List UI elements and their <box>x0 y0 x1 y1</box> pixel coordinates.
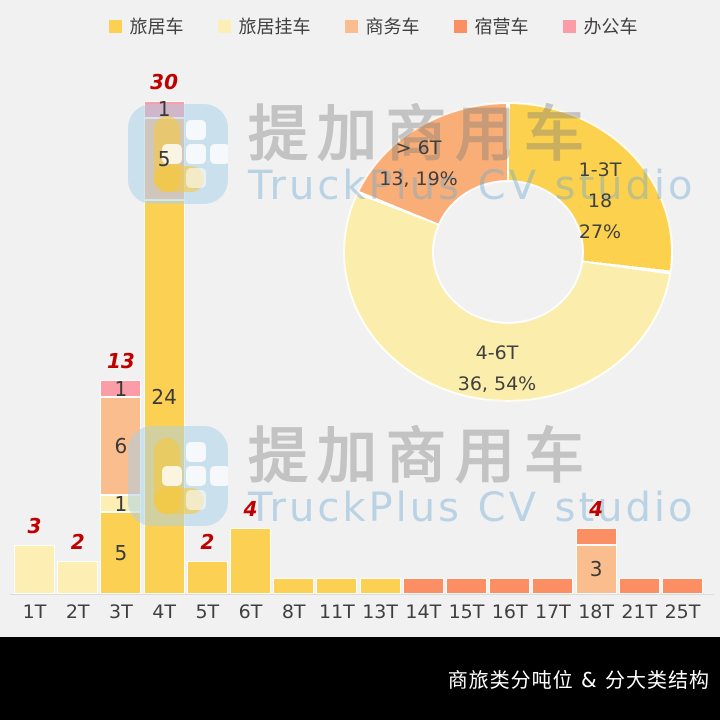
bar-segment-18T-宿营车 <box>575 528 617 545</box>
donut-hole <box>432 180 584 324</box>
x-axis-label-3T: 3T <box>109 601 133 623</box>
legend-label-business: 商务车 <box>365 17 420 38</box>
x-axis-label-21T: 21T <box>621 601 658 623</box>
bar-segment-2T-旅居挂车 <box>57 561 99 594</box>
bar-total-label-3T: 13 <box>106 349 135 374</box>
legend-label-trailer: 旅居挂车 <box>238 17 311 38</box>
x-axis-line <box>10 594 714 595</box>
segment-value-label: 3 <box>589 557 603 582</box>
bar-segment-8T-旅居车 <box>273 577 315 594</box>
x-axis-label-6T: 6T <box>238 601 263 623</box>
donut-ring <box>343 102 673 402</box>
segment-value-label: 6 <box>114 434 128 459</box>
bar-25T <box>662 577 703 594</box>
bar-segment-4T-旅居车: 24 <box>143 199 185 594</box>
bar-total-label-6T: 4 <box>243 497 258 522</box>
bar-segment-3T-办公车: 1 <box>100 376 142 401</box>
pie-label-gt6t: > 6T 13, 19% <box>346 133 491 195</box>
bar-total-label-4T: 30 <box>150 70 179 95</box>
bar-8T <box>273 577 315 594</box>
bar-segment-16T-宿营车 <box>489 577 531 594</box>
legend-swatch-rv <box>108 19 122 33</box>
bar-11T <box>316 577 358 594</box>
bar-segment-6T-旅居车 <box>230 528 271 594</box>
segment-value-label: 1 <box>114 491 128 516</box>
x-axis-label-2T: 2T <box>65 601 90 623</box>
x-axis-label-16T: 16T <box>491 601 528 623</box>
pie-label-1-3t: 1-3T 18 27% <box>545 155 655 248</box>
legend-label-camp: 宿营车 <box>474 17 529 38</box>
legend: 旅居车 旅居挂车 商务车 宿营车 办公车 <box>0 13 720 39</box>
x-axis-label-5T: 5T <box>195 601 220 623</box>
pie-label-1-3t-line3: 27% <box>578 221 622 243</box>
pie-label-gt6t-line1: > 6T <box>395 137 442 159</box>
x-axis-label-4T: 4T <box>152 601 176 623</box>
legend-swatch-trailer <box>217 19 231 33</box>
legend-item-business: 商务车 <box>344 13 420 39</box>
bar-total-label-5T: 2 <box>200 530 215 555</box>
bar-13T <box>359 577 401 594</box>
bar-1T <box>14 544 55 594</box>
pie-label-4-6t-line1: 4-6T <box>475 342 519 364</box>
legend-item-trailer: 旅居挂车 <box>217 13 311 39</box>
bar-14T <box>402 577 444 594</box>
x-axis-label-15T: 15T <box>448 601 485 623</box>
bar-total-label-18T: 4 <box>589 497 604 522</box>
pie-label-4-6t-line2: 36, 54% <box>457 373 537 395</box>
bar-segment-1T-旅居挂车 <box>14 544 55 594</box>
segment-value-label: 24 <box>151 384 177 409</box>
bar-6T <box>230 528 271 594</box>
bar-15T <box>446 577 487 594</box>
x-axis-label-17T: 17T <box>534 601 571 623</box>
bar-17T <box>532 577 574 594</box>
chart-title: 商旅类分吨位 & 分大类结构 <box>447 668 710 692</box>
bar-segment-17T-宿营车 <box>532 577 574 594</box>
x-axis-label-18T: 18T <box>578 601 614 623</box>
bar-5T <box>186 561 228 594</box>
pie-label-gt6t-line2: 13, 19% <box>379 168 458 190</box>
bar-total-label-1T: 3 <box>27 513 42 538</box>
bar-21T <box>618 577 660 594</box>
x-axis-label-14T: 14T <box>405 601 442 623</box>
segment-value-label: 1 <box>157 97 171 122</box>
segment-value-label: 5 <box>157 146 171 171</box>
footer-bar: 商旅类分吨位 & 分大类结构 <box>0 637 720 720</box>
bar-segment-11T-旅居车 <box>316 577 358 594</box>
legend-label-office: 办公车 <box>583 17 638 38</box>
bar-segment-21T-宿营车 <box>618 577 660 594</box>
bar-18T: 3 <box>575 528 617 594</box>
x-axis-label-13T: 13T <box>362 601 398 623</box>
bar-segment-14T-宿营车 <box>402 577 444 594</box>
segment-value-label: 1 <box>114 376 128 401</box>
pie-label-1-3t-line1: 1-3T <box>578 159 622 181</box>
bar-16T <box>489 577 531 594</box>
bar-segment-15T-宿营车 <box>446 577 487 594</box>
segment-value-label: 5 <box>114 540 128 565</box>
legend-swatch-camp <box>453 19 467 33</box>
bar-segment-13T-旅居车 <box>359 577 401 594</box>
bar-total-label-2T: 2 <box>70 530 85 555</box>
legend-label-rv: 旅居车 <box>129 17 184 38</box>
bar-segment-18T-商务车: 3 <box>575 544 617 594</box>
x-axis-label-11T: 11T <box>318 601 355 623</box>
pie-label-4-6t: 4-6T 36, 54% <box>427 338 567 400</box>
bar-2T <box>57 561 99 594</box>
pie-label-1-3t-line2: 18 <box>587 190 613 212</box>
legend-item-office: 办公车 <box>562 13 638 39</box>
legend-swatch-business <box>344 19 358 33</box>
bar-segment-5T-旅居车 <box>186 561 228 594</box>
x-axis-label-25T: 25T <box>664 601 701 623</box>
bar-segment-25T-宿营车 <box>662 577 703 594</box>
legend-swatch-office <box>562 19 576 33</box>
legend-item-camp: 宿营车 <box>453 13 529 39</box>
x-axis-label-8T: 8T <box>281 601 306 623</box>
x-axis-label-1T: 1T <box>22 601 47 623</box>
legend-item-rv: 旅居车 <box>108 13 184 39</box>
